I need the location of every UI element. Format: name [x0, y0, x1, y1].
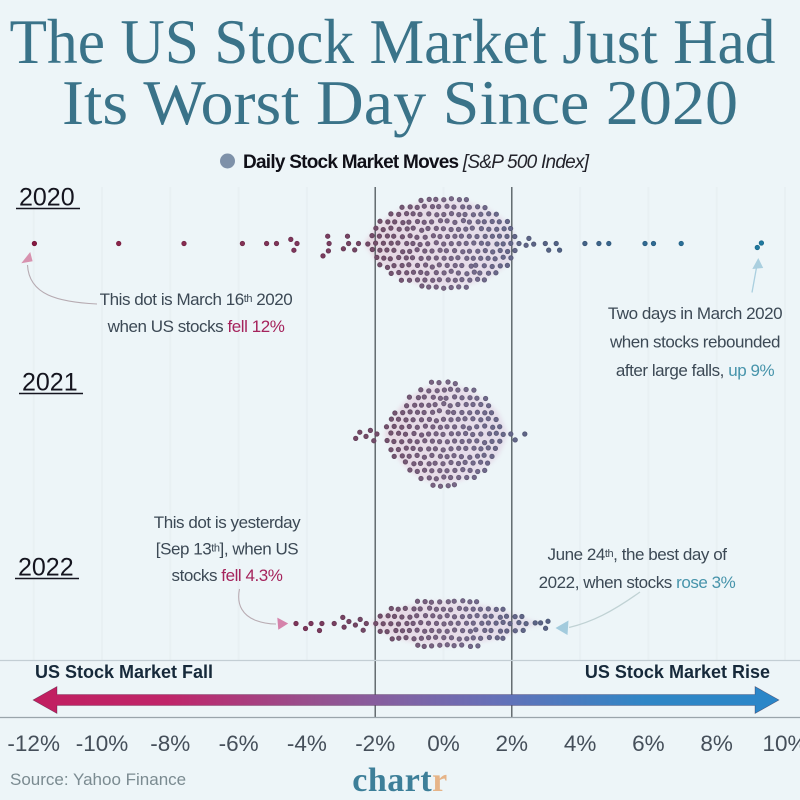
svg-text:when US stocks fell 12%: when US stocks fell 12%: [107, 317, 285, 336]
svg-text:0%: 0%: [427, 731, 460, 756]
svg-text:-2%: -2%: [355, 731, 395, 756]
svg-text:when stocks rebounded: when stocks rebounded: [609, 333, 780, 352]
svg-text:6%: 6%: [632, 731, 665, 756]
svg-text:2021: 2021: [22, 369, 78, 397]
svg-text:June 24th, the best day of: June 24th, the best day of: [548, 545, 728, 564]
svg-text:-12%: -12%: [7, 731, 60, 756]
svg-text:-4%: -4%: [287, 731, 327, 756]
svg-text:-6%: -6%: [219, 731, 259, 756]
svg-text:Daily Stock Market Moves [S&P: Daily Stock Market Moves [S&P 500 Index]: [243, 152, 590, 173]
svg-text:after large falls, up 9%: after large falls, up 9%: [616, 361, 775, 380]
svg-text:[Sep 13th], when US: [Sep 13th], when US: [156, 540, 299, 559]
svg-text:-8%: -8%: [150, 731, 190, 756]
svg-text:Its Worst Day Since 2020: Its Worst Day Since 2020: [62, 67, 738, 138]
svg-text:2022, when stocks rose 3%: 2022, when stocks rose 3%: [539, 573, 736, 592]
svg-text:The US Stock Market Just Had: The US Stock Market Just Had: [10, 6, 776, 77]
svg-text:10%: 10%: [762, 731, 800, 756]
svg-text:This dot is yesterday: This dot is yesterday: [154, 513, 301, 532]
svg-text:US Stock Market Rise: US Stock Market Rise: [585, 662, 770, 682]
svg-text:-10%: -10%: [76, 731, 129, 756]
svg-text:US Stock Market Fall: US Stock Market Fall: [35, 662, 213, 682]
svg-text:This dot is March 16th 2020: This dot is March 16th 2020: [100, 290, 293, 309]
svg-text:2%: 2%: [496, 731, 529, 756]
svg-text:8%: 8%: [700, 731, 733, 756]
svg-text:4%: 4%: [564, 731, 597, 756]
svg-text:2020: 2020: [19, 184, 75, 212]
svg-text:stocks fell 4.3%: stocks fell 4.3%: [172, 566, 283, 585]
svg-text:2022: 2022: [18, 554, 74, 582]
svg-text:chartr: chartr: [352, 762, 448, 799]
svg-text:Two days in March 2020: Two days in March 2020: [608, 304, 782, 323]
svg-text:Source: Yahoo Finance: Source: Yahoo Finance: [10, 770, 186, 789]
